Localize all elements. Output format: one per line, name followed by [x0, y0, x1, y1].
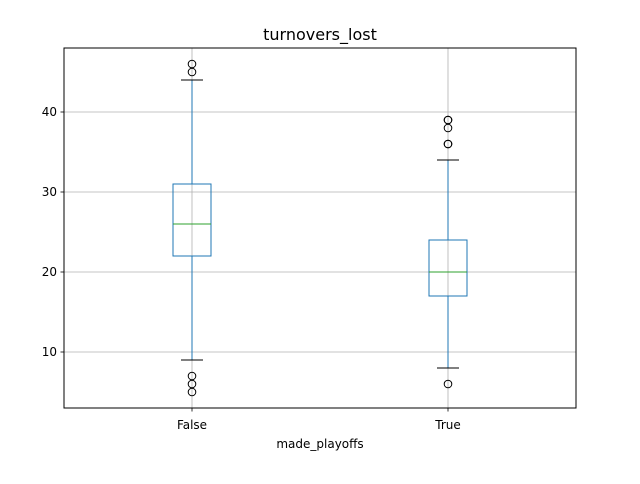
iqr-box — [172, 183, 212, 257]
outlier-point — [443, 139, 453, 149]
x-tick-label: True — [434, 418, 461, 432]
outlier-point — [187, 59, 197, 69]
box-layer — [172, 59, 468, 397]
y-tick-label: 30 — [42, 185, 57, 199]
outlier-point — [187, 371, 197, 381]
x-tick-label: False — [177, 418, 207, 432]
outlier-point — [443, 115, 453, 125]
grid-layer — [64, 48, 576, 408]
box-group-false — [172, 59, 212, 397]
y-tick-label: 40 — [42, 105, 57, 119]
outlier-point — [443, 379, 453, 389]
x-axis-label: made_playoffs — [276, 437, 363, 451]
chart-title: turnovers_lost — [263, 25, 377, 45]
iqr-box — [428, 239, 468, 297]
y-tick-label: 10 — [42, 345, 57, 359]
plot-frame — [63, 47, 577, 409]
y-tick-label: 20 — [42, 265, 57, 279]
tick-layer: 10 20 30 40 False True — [42, 105, 461, 432]
box-group-true — [428, 115, 468, 389]
